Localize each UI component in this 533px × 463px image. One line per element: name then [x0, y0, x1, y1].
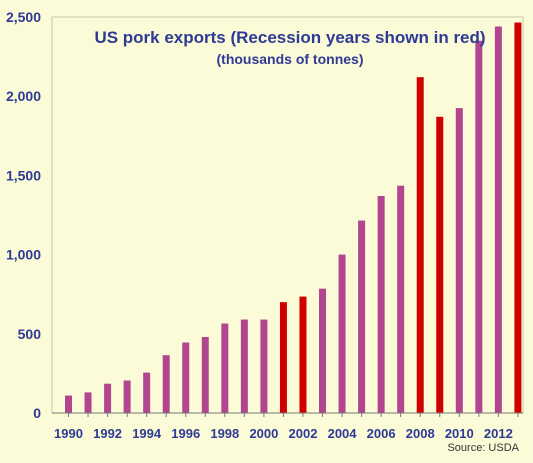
- bar-2001: [279, 302, 287, 413]
- x-tick-label: 2002: [289, 426, 318, 441]
- bar-2003: [319, 288, 327, 413]
- x-tick-label: 1994: [132, 426, 162, 441]
- bar-2009: [436, 116, 444, 414]
- x-tick-label: 1998: [210, 426, 239, 441]
- bar-2011: [475, 40, 483, 413]
- y-tick-label: 500: [18, 326, 42, 342]
- bar-1993: [123, 380, 131, 413]
- bar-2002: [299, 296, 307, 413]
- bar-2007: [397, 185, 405, 413]
- bar-2013: [514, 22, 522, 413]
- x-tick-label: 1996: [171, 426, 200, 441]
- bar-2008: [416, 77, 424, 413]
- plot-frame: [51, 16, 524, 414]
- x-tick-label: 2004: [328, 426, 358, 441]
- x-tick-label: 2010: [445, 426, 474, 441]
- y-tick-label: 1,000: [6, 247, 41, 263]
- bar-2004: [338, 254, 346, 413]
- chart-source: Source: USDA: [447, 442, 519, 454]
- y-tick-label: 0: [33, 405, 41, 421]
- bar-1992: [104, 383, 112, 413]
- bar-1990: [65, 395, 72, 413]
- bar-2012: [494, 26, 502, 414]
- bar-2005: [358, 220, 366, 413]
- chart-subtitle: (thousands of tonnes): [216, 51, 364, 67]
- bar-1998: [221, 323, 229, 413]
- bar-1996: [182, 342, 190, 413]
- x-tick-label: 1990: [54, 426, 83, 441]
- y-tick-label: 2,500: [6, 9, 41, 25]
- x-tick-label: 2000: [249, 426, 278, 441]
- bar-1997: [201, 336, 209, 413]
- bar-1994: [143, 372, 151, 413]
- bar-1999: [240, 319, 248, 413]
- x-tick-label: 1992: [93, 426, 122, 441]
- y-tick-label: 2,000: [6, 88, 41, 104]
- bar-2006: [377, 195, 385, 413]
- x-tick-label: 2006: [367, 426, 396, 441]
- chart-title: US pork exports (Recession years shown i…: [94, 28, 486, 47]
- y-tick-label: 1,500: [6, 167, 41, 183]
- bar-1991: [84, 392, 92, 413]
- bar-2010: [455, 108, 463, 413]
- bar-2000: [260, 319, 268, 413]
- bar-1995: [162, 355, 170, 413]
- x-tick-label: 2008: [406, 426, 435, 441]
- x-tick-label: 2012: [484, 426, 513, 441]
